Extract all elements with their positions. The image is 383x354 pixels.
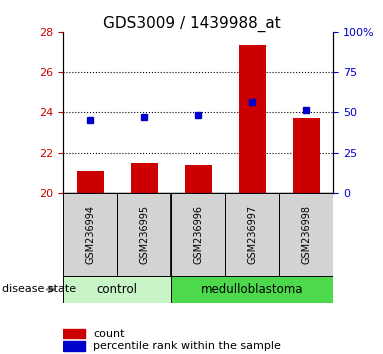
Bar (77, 171, 104, 193)
Bar (63, 329, 85, 338)
Bar (171, 276, 333, 303)
Bar (225, 193, 279, 276)
Text: disease state: disease state (2, 284, 76, 295)
Bar (63, 193, 117, 276)
Bar (171, 193, 225, 276)
Bar (117, 193, 171, 276)
Text: GSM236994: GSM236994 (85, 205, 95, 264)
Text: GSM236995: GSM236995 (139, 205, 149, 264)
Bar (239, 45, 266, 193)
Text: count: count (93, 329, 124, 339)
Bar (63, 341, 85, 351)
Text: GDS3009 / 1439988_at: GDS3009 / 1439988_at (103, 16, 280, 32)
Text: percentile rank within the sample: percentile rank within the sample (93, 341, 281, 351)
Bar (279, 193, 333, 276)
Text: GSM236996: GSM236996 (193, 205, 203, 264)
Text: control: control (97, 283, 138, 296)
Text: GSM236998: GSM236998 (301, 205, 311, 264)
Text: GSM236997: GSM236997 (247, 205, 257, 264)
Bar (131, 163, 158, 193)
Bar (63, 276, 171, 303)
Bar (293, 119, 320, 193)
Text: medulloblastoma: medulloblastoma (201, 283, 303, 296)
Bar (185, 165, 212, 193)
